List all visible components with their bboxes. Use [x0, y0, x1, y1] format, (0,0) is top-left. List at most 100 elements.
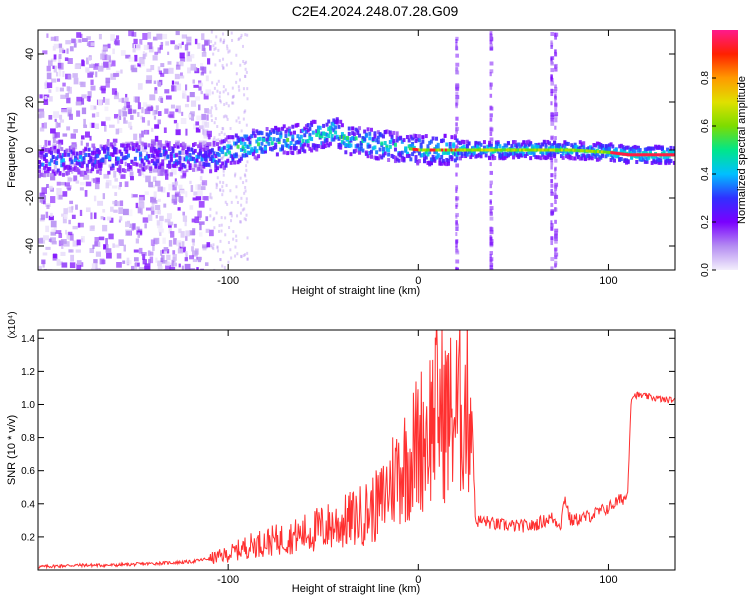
spectrogram-noise-cell: [222, 41, 225, 45]
spectrogram-core-cell: [648, 153, 651, 157]
spectrogram-noise-cell: [198, 80, 202, 85]
spectrogram-signal-cell: [142, 167, 146, 172]
spectrogram-noise-cell: [174, 182, 177, 188]
spectrogram-noise-cell: [246, 160, 249, 164]
spectrogram-noise-cell: [200, 72, 204, 76]
spectrogram-signal-cell: [537, 155, 541, 160]
spectrogram-noise-cell: [75, 101, 82, 106]
spectrogram-signal-cell: [527, 142, 531, 147]
spectrogram-streak-cell: [489, 265, 493, 270]
spectrogram-signal-cell: [253, 155, 257, 160]
spectrogram-noise-cell: [237, 38, 240, 42]
spectrogram-noise-cell: [168, 240, 173, 247]
spectrogram-noise-cell: [57, 142, 62, 149]
spectrogram-signal-cell: [332, 118, 336, 123]
spectrogram-signal-cell: [316, 130, 320, 135]
spectrogram-noise-cell: [244, 253, 247, 257]
spectrogram-noise-cell: [243, 217, 246, 221]
spectrogram-noise-cell: [60, 181, 67, 186]
spectrogram-streak-cell: [554, 84, 557, 89]
spectrogram-noise-cell: [222, 115, 225, 119]
spectrogram-signal-cell: [378, 154, 382, 159]
spectrogram-streak-cell: [550, 32, 554, 37]
spectrogram-signal-cell: [524, 143, 528, 148]
spectrogram-x-tick-label: -100: [217, 275, 239, 287]
spectrogram-signal-cell: [303, 149, 307, 154]
spectrogram-signal-cell: [356, 128, 360, 133]
spectrogram-signal-cell: [181, 141, 185, 146]
spectrogram-signal-cell: [402, 138, 406, 143]
spectrogram-noise-cell: [226, 44, 229, 48]
spectrogram-streak-cell: [550, 111, 554, 116]
spectrogram-signal-cell: [260, 147, 264, 152]
spectrogram-streak-cell: [489, 241, 494, 246]
spectrogram-signal-cell: [198, 142, 202, 147]
spectrogram-signal-cell: [212, 158, 216, 163]
spectrogram-signal-cell: [431, 157, 435, 162]
spectrogram-noise-cell: [124, 181, 129, 188]
spectrogram-signal-cell: [340, 132, 344, 137]
spectrogram-signal-cell: [330, 137, 334, 142]
snr-y-multiplier: (x10⁴): [7, 311, 18, 338]
spectrogram-signal-cell: [104, 144, 108, 149]
spectrogram-signal-cell: [164, 169, 168, 174]
spectrogram-signal-cell: [506, 141, 510, 146]
spectrogram-signal-cell: [328, 129, 332, 134]
spectrogram-signal-cell: [419, 153, 423, 158]
spectrogram-noise-cell: [96, 111, 100, 117]
spectrogram-signal-cell: [571, 145, 575, 150]
spectrogram-signal-cell: [633, 151, 637, 156]
spectrogram-signal-cell: [488, 156, 492, 161]
spectrogram-signal-cell: [472, 150, 476, 155]
spectrogram-noise-cell: [172, 184, 177, 191]
spectrogram-signal-cell: [370, 154, 374, 159]
spectrogram-signal-cell: [440, 161, 444, 166]
spectrogram-signal-cell: [534, 145, 538, 150]
spectrogram-noise-cell: [226, 202, 229, 206]
spectrogram-noise-cell: [219, 258, 222, 262]
spectrogram-noise-cell: [223, 265, 226, 269]
spectrogram-signal-cell: [368, 136, 372, 141]
spectrogram-core-cell: [616, 151, 619, 155]
spectrogram-signal-cell: [566, 155, 570, 160]
spectrogram-core-cell: [636, 153, 640, 157]
spectrogram-streak-cell: [489, 105, 493, 110]
spectrogram-signal-cell: [388, 140, 392, 145]
spectrogram-noise-cell: [41, 168, 46, 175]
spectrogram-core-cell: [625, 153, 629, 157]
spectrogram-noise-cell: [230, 211, 233, 215]
spectrogram-signal-cell: [618, 157, 622, 162]
spectrogram-signal-cell: [327, 119, 331, 124]
spectrogram-core-cell: [593, 149, 596, 153]
spectrogram-signal-cell: [563, 140, 567, 145]
spectrogram-signal-cell: [72, 167, 76, 172]
spectrogram-noise-cell: [56, 259, 61, 266]
spectrogram-streak-cell: [455, 259, 460, 264]
spectrogram-signal-cell: [270, 141, 274, 146]
spectrogram-signal-cell: [409, 144, 413, 149]
spectrogram-signal-cell: [573, 156, 577, 161]
spectrogram-streak-cell: [455, 172, 458, 177]
spectrogram-noise-cell: [201, 33, 205, 41]
spectrogram-noise-cell: [71, 214, 76, 219]
spectrogram-signal-cell: [421, 152, 425, 157]
spectrogram-signal-cell: [578, 140, 582, 145]
spectrogram-signal-cell: [270, 127, 274, 132]
spectrogram-streak-cell: [489, 251, 493, 256]
colorbar-tick-label: 0.6: [700, 119, 711, 133]
spectrogram-signal-cell: [573, 142, 577, 147]
spectrogram-noise-cell: [234, 172, 237, 176]
spectrogram-signal-cell: [387, 157, 391, 162]
spectrogram-noise-cell: [106, 216, 112, 221]
spectrogram-core-cell: [644, 153, 648, 157]
spectrogram-signal-cell: [630, 154, 634, 159]
spectrogram-noise-cell: [119, 181, 122, 187]
snr-y-tick-label: 0.2: [21, 532, 35, 543]
spectrogram-noise-cell: [105, 180, 112, 186]
spectrogram-streak-cell: [554, 182, 559, 187]
spectrogram-signal-cell: [541, 142, 545, 147]
spectrogram-signal-cell: [525, 140, 529, 145]
spectrogram-noise-cell: [91, 122, 95, 128]
spectrogram-noise-cell: [67, 207, 72, 213]
spectrogram-noise-cell: [103, 61, 109, 68]
